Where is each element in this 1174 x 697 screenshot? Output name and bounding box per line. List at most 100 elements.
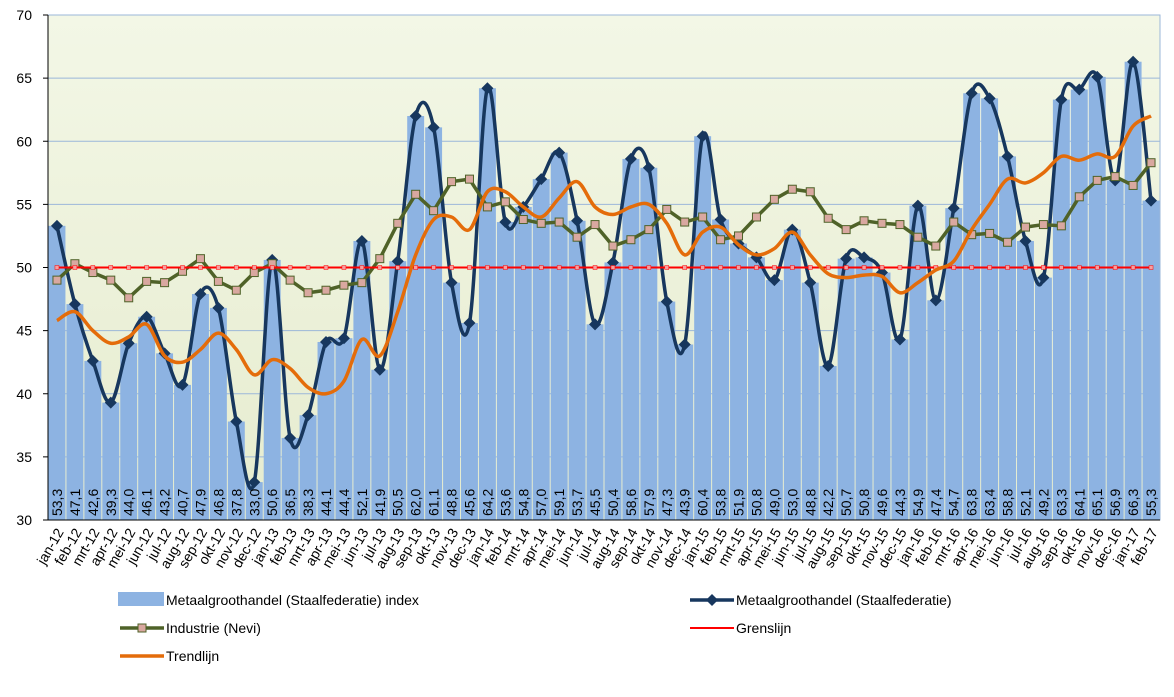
marker bbox=[897, 265, 903, 270]
marker bbox=[841, 225, 851, 235]
marker bbox=[248, 476, 261, 489]
value-label: 33,0 bbox=[246, 489, 262, 516]
bar bbox=[855, 257, 873, 520]
marker bbox=[521, 265, 526, 270]
bar bbox=[1124, 61, 1142, 521]
bar bbox=[138, 316, 156, 520]
marker bbox=[144, 265, 149, 270]
marker bbox=[843, 265, 849, 270]
value-label: 39,3 bbox=[103, 489, 119, 516]
marker bbox=[1059, 265, 1064, 270]
value-label: 57,9 bbox=[641, 489, 657, 516]
marker bbox=[194, 288, 207, 301]
marker bbox=[341, 265, 347, 270]
marker bbox=[787, 184, 797, 194]
value-label: 62,0 bbox=[408, 489, 424, 516]
marker bbox=[1077, 265, 1082, 270]
marker bbox=[808, 265, 813, 270]
y-tick-label: 70 bbox=[16, 7, 32, 23]
marker bbox=[664, 265, 670, 270]
marker bbox=[1092, 175, 1102, 185]
marker bbox=[1041, 265, 1046, 270]
value-label: 41,9 bbox=[372, 489, 388, 516]
value-label: 47,4 bbox=[928, 489, 944, 516]
marker bbox=[1019, 234, 1032, 247]
marker bbox=[680, 217, 690, 227]
bar bbox=[999, 156, 1017, 520]
value-label: 43,2 bbox=[157, 489, 173, 516]
marker bbox=[1112, 265, 1118, 270]
marker bbox=[467, 265, 472, 270]
legend-marker bbox=[137, 623, 147, 633]
bar bbox=[496, 222, 514, 521]
bar bbox=[712, 219, 730, 520]
value-label: 50,8 bbox=[748, 489, 764, 516]
bar bbox=[747, 257, 765, 520]
legend-label: Metaalgroothandel (Staalfederatie) index bbox=[166, 592, 419, 608]
marker bbox=[590, 220, 600, 230]
marker bbox=[180, 265, 185, 270]
marker bbox=[965, 87, 978, 100]
y-tick-label: 35 bbox=[16, 449, 32, 465]
marker bbox=[252, 265, 257, 270]
marker bbox=[606, 256, 619, 269]
marker bbox=[931, 241, 941, 251]
marker bbox=[660, 295, 673, 308]
marker bbox=[895, 220, 905, 230]
marker bbox=[642, 161, 655, 174]
marker bbox=[357, 278, 367, 288]
bar bbox=[604, 262, 622, 520]
marker bbox=[231, 285, 241, 295]
marker bbox=[1005, 265, 1010, 270]
value-label: 46,1 bbox=[139, 489, 155, 516]
value-label: 50,5 bbox=[390, 489, 406, 516]
value-label: 53,0 bbox=[784, 489, 800, 516]
legend-label: Grenslijn bbox=[736, 620, 791, 636]
marker bbox=[323, 265, 329, 270]
value-label: 58,8 bbox=[1000, 489, 1016, 516]
value-label: 54,7 bbox=[946, 489, 962, 516]
marker bbox=[913, 232, 923, 242]
value-label: 48,8 bbox=[802, 489, 818, 516]
marker bbox=[536, 218, 546, 228]
bar bbox=[837, 258, 855, 520]
marker bbox=[500, 197, 510, 207]
marker bbox=[162, 265, 167, 270]
marker bbox=[284, 431, 297, 444]
value-label: 47,3 bbox=[659, 489, 675, 516]
value-label: 66,3 bbox=[1125, 489, 1141, 516]
marker bbox=[176, 378, 189, 391]
bar bbox=[461, 323, 478, 520]
marker bbox=[305, 265, 311, 270]
marker bbox=[1130, 265, 1136, 270]
marker bbox=[124, 293, 134, 303]
value-label: 37,8 bbox=[228, 489, 244, 516]
marker bbox=[337, 332, 350, 345]
marker bbox=[646, 265, 652, 270]
bar bbox=[102, 402, 120, 520]
marker bbox=[303, 288, 313, 298]
value-label: 45,5 bbox=[587, 489, 603, 516]
marker bbox=[1055, 93, 1068, 106]
value-label: 51,9 bbox=[731, 489, 747, 516]
bar bbox=[209, 307, 227, 520]
bar bbox=[622, 158, 640, 521]
marker bbox=[1056, 221, 1066, 231]
series-line bbox=[56, 114, 1152, 396]
marker bbox=[662, 204, 672, 214]
value-label: 50,6 bbox=[264, 489, 280, 516]
marker bbox=[624, 152, 637, 165]
marker bbox=[375, 254, 385, 264]
value-label: 47,9 bbox=[192, 489, 208, 516]
marker bbox=[373, 363, 386, 376]
bar bbox=[263, 259, 281, 520]
marker bbox=[445, 276, 458, 289]
value-label: 42,6 bbox=[85, 489, 101, 516]
marker bbox=[68, 298, 81, 311]
marker bbox=[804, 276, 817, 289]
bar bbox=[873, 272, 891, 520]
marker bbox=[503, 265, 508, 270]
marker bbox=[592, 265, 598, 270]
marker bbox=[464, 174, 474, 184]
marker bbox=[589, 318, 602, 331]
